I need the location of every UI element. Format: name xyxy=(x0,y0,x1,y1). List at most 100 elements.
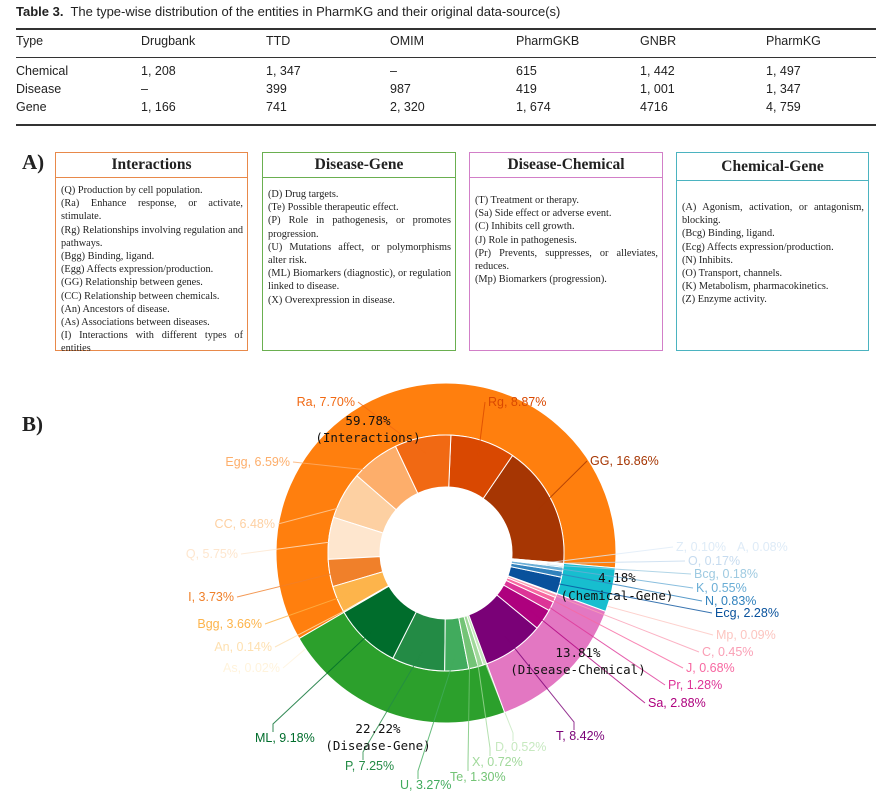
leader-line xyxy=(479,649,514,741)
box-title: Disease-Gene xyxy=(263,153,455,178)
slice-label: A, 0.08% xyxy=(737,540,788,554)
table-caption: Table 3. The type-wise distribution of t… xyxy=(16,4,560,19)
slice-label: X, 0.72% xyxy=(472,755,523,769)
table-bottom-rule xyxy=(16,124,876,126)
table-cell: Gene xyxy=(16,100,47,114)
slice-label: I, 3.73% xyxy=(188,590,234,604)
table-cell: 1, 442 xyxy=(640,64,675,78)
table-cell: 4, 759 xyxy=(766,100,801,114)
box-body: (T) Treatment or therapy. (Sa) Side effec… xyxy=(470,178,662,286)
table-cell: Chemical xyxy=(16,64,69,78)
relation-definition: (U) Mutations affect, or polymorphisms a… xyxy=(268,241,451,267)
leader-line xyxy=(362,651,423,760)
slice-label: Te, 1.30% xyxy=(450,770,506,784)
slice-label: GG, 16.86% xyxy=(590,454,659,468)
slice-label: As, 0.02% xyxy=(223,661,280,675)
slice-label: N, 0.83% xyxy=(705,594,756,608)
leader-line xyxy=(417,654,456,779)
leader-line xyxy=(547,560,686,565)
leader-line xyxy=(467,652,471,771)
leader-line xyxy=(540,589,700,653)
table-cell: – xyxy=(141,82,148,96)
slice-label: Ra, 7.70% xyxy=(297,395,355,409)
slice-label: Egg, 6.59% xyxy=(225,455,290,469)
relation-definition: (Bgg) Binding, ligand. xyxy=(61,251,155,263)
leader-line xyxy=(536,598,666,686)
slice-label: D, 0.52% xyxy=(495,740,546,754)
group-percent-label: 13.81% xyxy=(555,645,601,660)
relation-definition: (K) Metabolism, pharmacokinetics. xyxy=(682,281,829,293)
table-cell: 399 xyxy=(266,82,287,96)
group-name-label: (Disease-Gene) xyxy=(325,738,430,753)
table-cell: 1, 674 xyxy=(516,100,551,114)
relation-definition: (Z) Enzyme activity. xyxy=(682,294,767,306)
group-name-label: (Interactions) xyxy=(315,430,420,445)
relation-definition: (Te) Possible therapeutic effect. xyxy=(268,202,399,214)
leader-line xyxy=(546,566,694,589)
leader-line xyxy=(547,546,674,564)
box-chemical-gene: Chemical-Gene (A) Agonism, activation, or… xyxy=(676,152,869,351)
relation-definition: (ML) Biomarkers (diagnostic), or regulat… xyxy=(268,268,451,293)
box-body: (D) Drug targets. (Te) Possible therapeut… xyxy=(263,178,455,307)
leader-line xyxy=(274,603,358,648)
slice-label: ML, 9.18% xyxy=(255,731,315,745)
slice-label: Pr, 1.28% xyxy=(668,678,722,692)
slice-label: P, 7.25% xyxy=(345,759,394,773)
relation-definition: (N) Inhibits. xyxy=(682,254,733,266)
table-header-cell: Type xyxy=(16,34,44,48)
table-header-cell: PharmKG xyxy=(766,34,821,48)
slice-label: CC, 6.48% xyxy=(215,517,275,531)
leader-line xyxy=(236,569,346,598)
table-header-rule xyxy=(16,57,876,58)
relation-definition: (Ecg) Affects expression/production. xyxy=(682,241,834,253)
table-top-rule xyxy=(16,28,876,30)
box-body: (Q) Production by cell population. (Ra) E… xyxy=(56,178,247,356)
leader-line xyxy=(504,635,575,730)
table-cell: 1, 497 xyxy=(766,64,801,78)
box-disease-gene: Disease-Gene (D) Drug targets. (Te) Possib… xyxy=(262,152,456,351)
slice-label: Mp, 0.09% xyxy=(716,628,776,642)
leader-line xyxy=(543,580,713,614)
relation-definition: (I) Interactions with different types of… xyxy=(61,330,243,355)
slice-label: K, 0.55% xyxy=(696,581,747,595)
table-cell: 2, 320 xyxy=(390,100,425,114)
box-disease-chemical: Disease-Chemical (T) Treatment or therapy… xyxy=(469,152,663,351)
group-percent-label: 59.78% xyxy=(345,413,391,428)
table-cell: 1, 166 xyxy=(141,100,176,114)
leader-line xyxy=(537,460,588,510)
table-cell: 1, 347 xyxy=(766,82,801,96)
inner-wedge-a xyxy=(511,558,565,565)
relation-definition: (Mp) Biomarkers (progression). xyxy=(475,274,607,286)
leader-line xyxy=(272,626,377,732)
box-interactions: Interactions (Q) Production by cell popul… xyxy=(55,152,248,354)
relation-definition: (As) Associations between diseases. xyxy=(61,317,210,329)
relation-definition: (J) Role in pathogenesis. xyxy=(475,234,577,246)
leader-line xyxy=(357,401,426,454)
slice-label: Sa, 2.88% xyxy=(648,696,706,710)
leader-line xyxy=(547,564,692,575)
table-cell: 741 xyxy=(266,100,287,114)
slice-label: O, 0.17% xyxy=(688,554,740,568)
box-title: Interactions xyxy=(56,153,247,178)
table-cell: Disease xyxy=(16,82,62,96)
table-header-cell: OMIM xyxy=(390,34,425,48)
relation-definition: (Pr) Prevents, suppresses, or alleviates… xyxy=(475,247,658,273)
slice-label: C, 0.45% xyxy=(702,645,753,659)
relation-definition: (T) Treatment or therapy. xyxy=(475,195,579,206)
table-header-cell: Drugbank xyxy=(141,34,196,48)
leader-line xyxy=(539,592,684,669)
slice-label: U, 3.27% xyxy=(400,778,451,792)
relation-definition: (Egg) Affects expression/production. xyxy=(61,264,214,276)
relation-definition: (CC) Relationship between chemicals. xyxy=(61,290,220,302)
table-cell: 419 xyxy=(516,82,537,96)
leader-line xyxy=(546,570,703,602)
table-header-cell: GNBR xyxy=(640,34,677,48)
table-caption-label: Table 3. xyxy=(16,4,64,19)
slice-label: Bcg, 0.18% xyxy=(694,567,758,581)
relation-definition: (D) Drug targets. xyxy=(268,189,339,200)
relation-definition: (Rg) Relationships involving regulation … xyxy=(61,224,243,249)
relation-definition: (Sa) Side effect or adverse event. xyxy=(475,208,612,220)
table-cell: 1, 347 xyxy=(266,64,301,78)
